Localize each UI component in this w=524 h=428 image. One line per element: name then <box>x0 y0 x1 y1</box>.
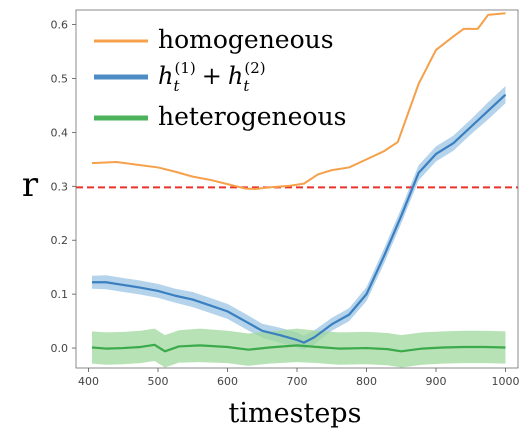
band-heterogeneous <box>91 328 506 368</box>
x-tick-label: 500 <box>148 375 169 388</box>
x-tick-label: 700 <box>287 375 308 388</box>
y-tick-label: 0.3 <box>51 180 69 193</box>
legend-label-heterogeneous: heterogeneous <box>158 102 346 131</box>
y-tick-label: 0.1 <box>51 288 69 301</box>
x-tick-label: 900 <box>425 375 446 388</box>
line-homogeneous <box>91 12 506 190</box>
y-tick-label: 0.4 <box>51 126 69 139</box>
axes-frame <box>75 9 519 369</box>
legend-label-homogeneous: homogeneous <box>158 25 334 54</box>
y-tick-label: 0.2 <box>51 234 69 247</box>
legend-math-h1: h <box>158 62 173 90</box>
confidence-bands <box>91 86 506 368</box>
y-tick-label: 0.0 <box>51 342 69 355</box>
y-tick-label: 0.6 <box>51 19 69 32</box>
line-heterogeneous <box>91 343 506 353</box>
y-axis-label: r <box>22 165 39 205</box>
x-tick-label: 600 <box>217 375 238 388</box>
legend-math-h2: h <box>228 62 243 90</box>
x-tick-label: 400 <box>78 375 99 388</box>
legend-math-sup1: (1) <box>175 59 196 77</box>
x-tick-label: 1000 <box>491 375 519 388</box>
x-axis-label: timesteps <box>229 398 362 428</box>
legend-math-sub2: t <box>243 77 250 95</box>
plot-area <box>75 9 519 369</box>
legend: homogeneous ht(1) + ht(2) heterogeneous <box>94 25 346 131</box>
line-sum <box>91 93 507 344</box>
series-lines <box>91 12 507 353</box>
y-axis-ticks: 0.0 0.1 0.2 0.3 0.4 0.5 0.6 <box>51 19 76 355</box>
legend-math-plus: + <box>202 62 222 90</box>
legend-math-sub1: t <box>173 77 180 95</box>
x-axis-ticks: 400 500 600 700 800 900 1000 <box>78 368 519 388</box>
x-tick-label: 800 <box>356 375 377 388</box>
legend-math-sup2: (2) <box>244 59 265 77</box>
legend-label-sum: ht(1) + ht(2) <box>158 59 266 95</box>
y-tick-label: 0.5 <box>51 72 69 85</box>
